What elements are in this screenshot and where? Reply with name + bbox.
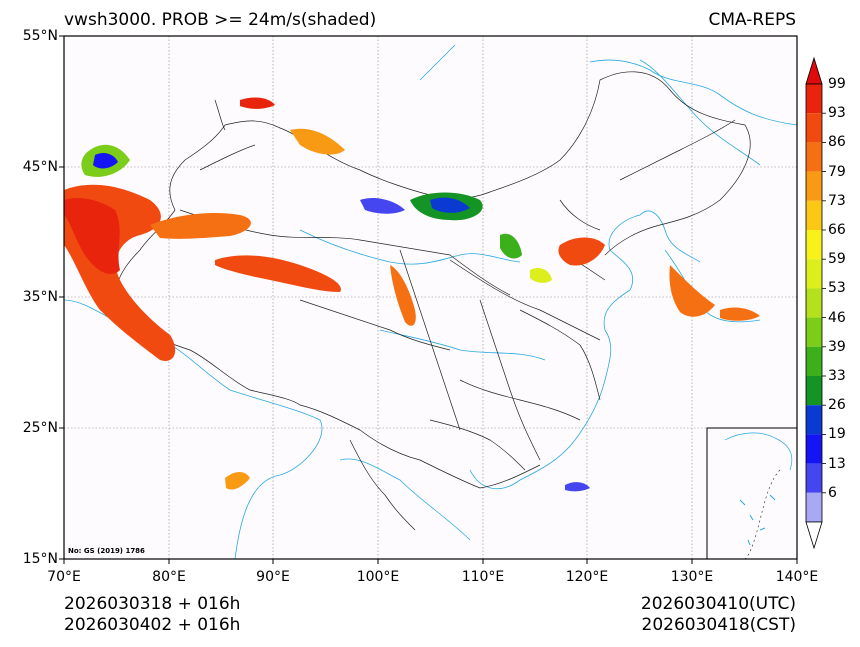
colorbar-label: 19 xyxy=(828,426,846,442)
model-name: CMA-REPS xyxy=(708,10,796,30)
footer-valid-utc: 2026030410(UTC) xyxy=(640,594,796,614)
colorbar-label: 99 xyxy=(828,76,846,92)
lat-tick-label: 15°N xyxy=(22,551,58,567)
colorbar-segment xyxy=(806,376,822,406)
colorbar-segment xyxy=(806,259,822,289)
map-title: vwsh3000. PROB >= 24m/s(shaded) xyxy=(64,10,377,30)
colorbar-segment xyxy=(806,200,822,230)
lon-tick-label: 80°E xyxy=(152,569,186,585)
lon-tick-label: 90°E xyxy=(256,569,290,585)
lat-tick-label: 25°N xyxy=(22,420,58,436)
footer-init-times: 2026030318 + 016h 2026030402 + 016h xyxy=(64,594,240,636)
colorbar-label: 33 xyxy=(828,368,846,384)
colorbar-segment xyxy=(806,405,822,435)
colorbar-label: 73 xyxy=(828,193,846,209)
colorbar-top-arrow xyxy=(805,56,823,85)
colorbar-label: 26 xyxy=(828,397,846,413)
lon-tick-label: 120°E xyxy=(565,569,609,585)
lon-tick-label: 130°E xyxy=(670,569,714,585)
colorbar-segment xyxy=(806,317,822,347)
colorbar-segment xyxy=(806,230,822,260)
tick-marks xyxy=(59,35,798,564)
probability-shading xyxy=(64,97,760,492)
lon-tick-label: 100°E xyxy=(356,569,400,585)
lon-tick-label: 70°E xyxy=(47,569,81,585)
colorbar-label: 86 xyxy=(828,134,846,150)
colorbar-label: 53 xyxy=(828,280,846,296)
footer-init-cst: 2026030402 + 016h xyxy=(64,615,241,635)
lat-tick-label: 45°N xyxy=(22,159,58,175)
colorbar-segment xyxy=(806,288,822,318)
colorbar-segment xyxy=(806,434,822,464)
colorbar-bottom-arrow xyxy=(805,521,823,550)
colorbar-label: 66 xyxy=(828,222,846,238)
colorbar-label: 39 xyxy=(828,339,846,355)
colorbar-label: 46 xyxy=(828,310,846,326)
map-approval-note: No: GS (2019) 1786 xyxy=(68,547,145,555)
colorbar-segment xyxy=(806,346,822,376)
colorbar-label: 13 xyxy=(828,456,846,472)
footer-valid-cst: 2026030418(CST) xyxy=(641,615,796,635)
lat-tick-label: 55°N xyxy=(22,28,58,44)
inset-map xyxy=(706,427,798,560)
colorbar-label: 6 xyxy=(828,485,837,501)
lon-tick-label: 110°E xyxy=(461,569,505,585)
colorbar-segment xyxy=(806,463,822,493)
colorbar-label: 59 xyxy=(828,251,846,267)
colorbar-segment xyxy=(806,113,822,143)
colorbar-segment xyxy=(806,84,822,114)
colorbar-segment xyxy=(806,171,822,201)
colorbar-segment xyxy=(806,492,822,522)
lon-tick-label: 140°E xyxy=(775,569,819,585)
colorbar xyxy=(805,56,826,550)
colorbar-label: 79 xyxy=(828,164,846,180)
lat-tick-label: 35°N xyxy=(22,289,58,305)
colorbar-segment xyxy=(806,142,822,172)
colorbar-label: 93 xyxy=(828,105,846,121)
footer-init-utc: 2026030318 + 016h xyxy=(64,594,241,614)
footer-valid-times: 2026030410(UTC) 2026030418(CST) xyxy=(641,594,796,636)
